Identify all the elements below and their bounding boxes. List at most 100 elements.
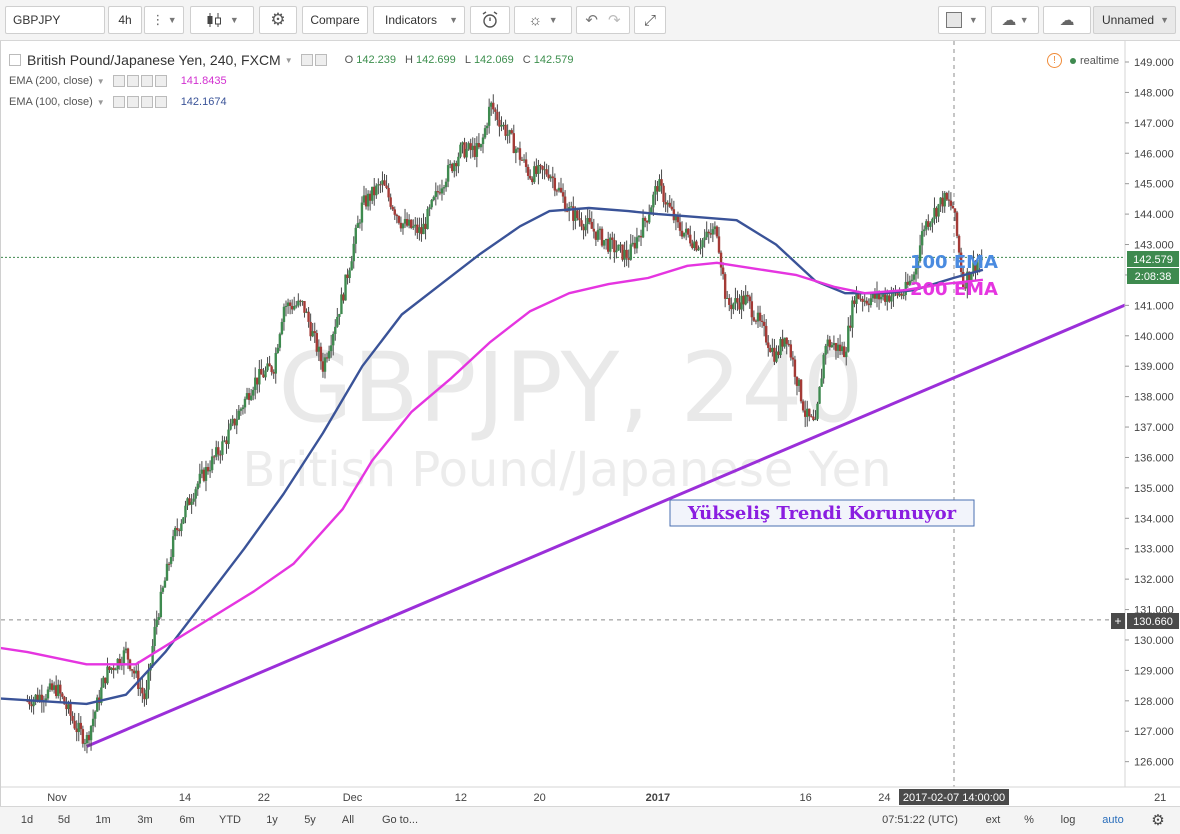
candle-body [332,333,335,346]
candle-body [401,223,405,229]
price-chart[interactable]: GBPJPY, 240 British Pound/Japanese Yen 1… [1,41,1180,806]
candle-body [639,235,643,238]
fullscreen-button[interactable]: ⤢ [634,6,666,34]
candle-body [178,530,181,532]
candle-body [186,498,189,506]
log-scale-toggle[interactable]: log [1060,814,1076,826]
plus-icon[interactable] [140,96,153,108]
undo-icon[interactable]: ↶ [585,12,598,29]
candle-body [674,215,678,221]
chevron-down-icon[interactable]: ▼ [96,76,105,86]
range-all[interactable]: All [341,814,355,826]
settings-button[interactable]: ⚙ [259,6,297,34]
candle-body [79,722,83,730]
ema200-annotation[interactable]: 200 EMA [910,279,998,300]
candle-body [500,125,503,127]
candle-body [455,163,458,167]
candle-body [859,298,862,300]
candle-body [430,199,433,208]
range-6m[interactable]: 6m [179,814,195,826]
candle-body [769,347,772,353]
candle-body [229,423,232,430]
candle-body [475,143,479,157]
gear-icon[interactable] [126,75,139,87]
warning-icon[interactable]: ! [1047,53,1062,68]
candle-body [202,469,206,481]
symbol-search-input[interactable]: GBPJPY [5,6,105,34]
chart-area[interactable]: GBPJPY, 240 British Pound/Japanese Yen 1… [0,41,1180,806]
indicators-button[interactable]: Indicators ▼ [373,6,465,34]
range-ytd[interactable]: YTD [219,814,241,826]
candle-body [836,344,840,351]
crosshair-price-label [1127,613,1179,629]
range-1m[interactable]: 1m [95,814,111,826]
eye-icon[interactable] [300,54,313,66]
collapse-legend-icon[interactable] [9,54,21,66]
candle-body [407,219,411,226]
ideas-button[interactable]: ☼ ▼ [514,6,572,34]
close-icon[interactable] [154,96,167,108]
candle-body [379,184,382,186]
current-price-value: 142.579 [1133,254,1173,266]
cloud-download-icon: ☁ [1001,12,1017,29]
save-layout-button[interactable]: ☁ [1043,6,1091,34]
redo-icon[interactable]: ↷ [608,12,621,29]
candles [26,94,983,754]
percent-scale-toggle[interactable]: % [1024,814,1034,826]
compare-button[interactable]: Compare [302,6,368,34]
extended-hours-toggle[interactable]: ext [985,814,1001,826]
candle-body [40,694,44,703]
add-alert-icon[interactable] [1111,613,1125,629]
layout-button[interactable]: ▼ [938,6,986,34]
interval-dropdown[interactable]: ⋮ ▼ [144,6,184,34]
eye-icon[interactable] [112,96,125,108]
y-tick-label: 130.000 [1134,635,1174,647]
candle-body [533,166,536,183]
range-1d[interactable]: 1d [20,814,34,826]
alert-button[interactable] [470,6,510,34]
candle-body [795,376,799,386]
plus-icon[interactable] [140,75,153,87]
range-3m[interactable]: 3m [137,814,153,826]
chevron-down-icon[interactable]: ▼ [96,97,105,107]
goto-date-button[interactable]: Go to... [381,814,419,826]
candle-body [28,700,31,705]
trend-annotation-box[interactable] [669,499,975,527]
eye-icon[interactable] [112,75,125,87]
utc-clock[interactable]: 07:51:22 (UTC) [882,814,958,826]
candle-body [711,229,715,235]
candle-body [461,142,464,145]
candle-body [898,293,901,296]
gear-icon[interactable]: ⚙ [1151,812,1165,829]
candle-body [964,287,967,289]
chart-style-button[interactable]: ▼ [190,6,254,34]
price-scale[interactable] [1125,41,1180,806]
candle-body [861,298,864,302]
gear-icon[interactable] [314,54,327,66]
candle-body [750,301,754,318]
interval-button[interactable]: 4h [108,6,142,34]
gear-icon[interactable] [126,96,139,108]
candle-body [157,617,160,621]
candle-body [957,235,961,253]
crosshair-time-value: 2017-02-07 14:00:00 [903,792,1005,804]
candle-body [563,196,567,211]
ema100-annotation[interactable]: 100 EMA [910,252,998,273]
range-1y[interactable]: 1y [266,814,278,826]
ema200-line [1,261,984,666]
y-tick-label: 140.000 [1134,331,1174,343]
candle-body [457,156,460,167]
chevron-down-icon[interactable]: ▼ [284,55,293,65]
candle-body [498,119,501,127]
close-icon[interactable] [154,75,167,87]
x-tick-label: 2017 [646,792,670,804]
auto-scale-toggle[interactable]: auto [1102,814,1124,826]
candle-body [87,735,91,741]
range-5y[interactable]: 5y [304,814,316,826]
range-5d[interactable]: 5d [57,814,71,826]
layout-name-button[interactable]: Unnamed ▼ [1093,6,1176,34]
load-layout-button[interactable]: ☁ ▼ [991,6,1039,34]
candle-body [141,687,144,694]
candle-body [334,326,337,334]
candle-body [153,626,156,647]
